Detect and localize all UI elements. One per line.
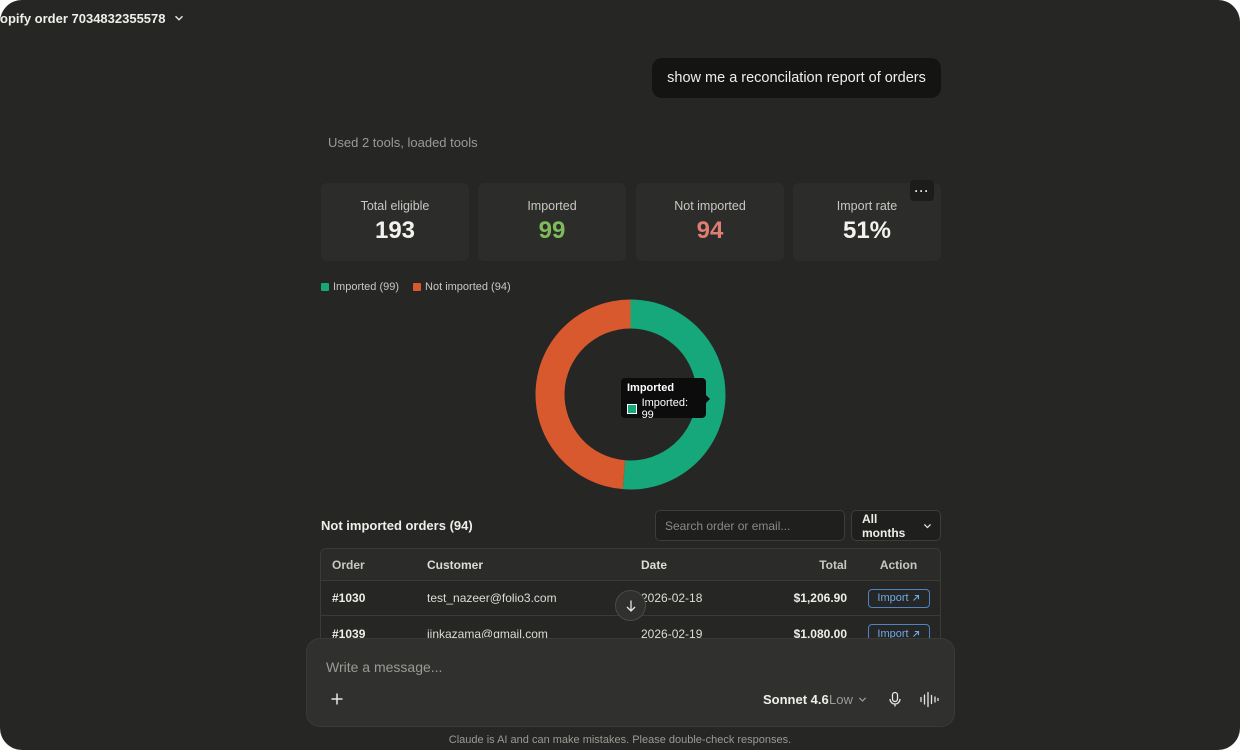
stat-value: 99 — [538, 217, 566, 244]
table-row: #1030 test_nazeer@folio3.com 2026-02-18 … — [321, 581, 940, 616]
tooltip-title: Imported — [627, 382, 675, 394]
message-input[interactable]: Write a message... — [326, 659, 443, 675]
more-options-button[interactable]: ··· — [910, 180, 934, 201]
import-button-label: Import — [877, 627, 909, 640]
user-message-text: show me a reconcilation report of orders — [667, 70, 926, 86]
stat-card-imported: Imported 99 — [478, 183, 626, 261]
arrow-down-icon — [626, 600, 635, 612]
month-filter-value: All months — [862, 511, 906, 540]
customer-email: test_nazeer@folio3.com — [427, 591, 557, 605]
external-link-icon — [912, 594, 919, 601]
stat-label: Not imported — [674, 199, 746, 213]
customer-email: jinkazama@gmail.com — [427, 626, 548, 641]
donut-slice-imported[interactable] — [622, 299, 726, 490]
column-header-date: Date — [641, 557, 668, 572]
more-horizontal-icon: ··· — [914, 183, 930, 198]
action-cell: Import — [867, 581, 930, 615]
model-selector[interactable]: Sonnet 4.6 — [763, 692, 829, 707]
stat-card-total-eligible: Total eligible 193 — [321, 183, 469, 261]
chevron-down-icon — [924, 523, 932, 528]
donut-slice-not-imported[interactable] — [535, 299, 631, 490]
disclaimer-text: Claude is AI and can make mistakes. Plea… — [448, 734, 792, 746]
message-composer[interactable]: Write a message... Sonnet 4.6 Low — [306, 638, 955, 727]
plus-icon[interactable] — [329, 691, 345, 707]
microphone-icon[interactable] — [887, 691, 903, 708]
chart-tooltip: Imported Imported: 99 — [621, 378, 706, 421]
order-date: 2026-02-19 — [641, 626, 703, 641]
legend-item-not-imported[interactable]: Not imported (94) — [413, 281, 511, 293]
tooltip-value: Imported: 99 — [641, 397, 689, 421]
effort-selector[interactable]: Low — [829, 692, 867, 707]
order-number: #1039 — [332, 626, 366, 641]
effort-value: Low — [829, 692, 853, 707]
order-date: 2026-02-18 — [641, 591, 703, 605]
legend-swatch — [321, 283, 329, 291]
tooltip-swatch — [627, 404, 637, 414]
stat-card-not-imported: Not imported 94 — [636, 183, 784, 261]
external-link-icon — [912, 630, 919, 637]
legend-label: Imported (99) — [333, 281, 400, 293]
column-header-customer: Customer — [427, 557, 484, 572]
tooltip-row: Imported: 99 — [627, 397, 700, 421]
order-number: #1030 — [332, 591, 366, 605]
legend-item-imported[interactable]: Imported (99) — [321, 281, 399, 293]
stat-value: 193 — [374, 217, 416, 244]
table-header-row: Order Customer Date Total Action — [321, 549, 940, 581]
stat-value: 94 — [696, 217, 724, 244]
order-total: $1,206.90 — [793, 591, 847, 605]
stat-label: Total eligible — [360, 199, 430, 213]
month-filter-select[interactable]: All months — [851, 510, 941, 541]
chevron-down-icon — [174, 15, 183, 21]
stat-value: 51% — [842, 217, 892, 244]
column-header-action: Action — [879, 557, 918, 572]
user-message: show me a reconcilation report of orders — [652, 58, 941, 98]
search-input[interactable] — [655, 510, 845, 541]
import-button-label: Import — [877, 592, 909, 604]
column-header-total: Total — [819, 557, 847, 572]
conversation-title-dropdown[interactable]: opify order 7034832355578 — [0, 9, 184, 27]
scroll-to-bottom-button[interactable] — [615, 590, 646, 621]
voice-mode-icon[interactable] — [919, 691, 939, 708]
table-row: #1039 jinkazama@gmail.com 2026-02-19 $1,… — [321, 616, 940, 651]
legend-swatch — [413, 283, 422, 291]
tools-summary[interactable]: Used 2 tools, loaded tools — [328, 135, 478, 150]
stat-label: Import rate — [836, 199, 898, 213]
donut-chart — [535, 299, 726, 490]
orders-table: Order Customer Date Total Action #1030 t… — [320, 548, 941, 658]
stat-label: Imported — [527, 199, 577, 213]
chevron-down-icon — [858, 697, 866, 702]
section-title: Not imported orders (94) — [321, 518, 473, 533]
import-button[interactable]: Import — [867, 588, 930, 608]
order-total: $1,080.00 — [793, 626, 847, 641]
chart-legend: Imported (99) Not imported (94) — [321, 281, 511, 293]
tooltip-caret — [705, 394, 710, 404]
legend-label: Not imported (94) — [425, 281, 511, 293]
column-header-order: Order — [332, 557, 365, 572]
conversation-title: opify order 7034832355578 — [0, 10, 166, 26]
